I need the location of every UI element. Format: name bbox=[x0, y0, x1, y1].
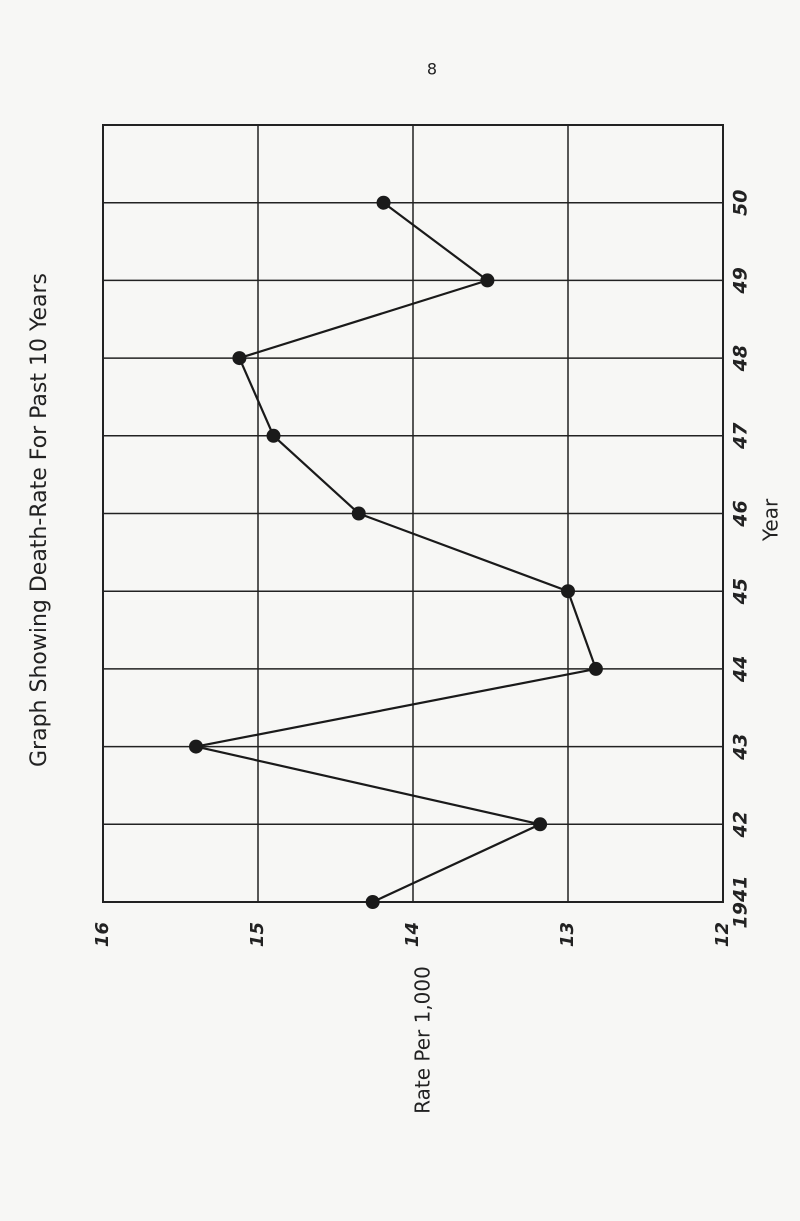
x-tick-label: 1941 bbox=[730, 876, 752, 929]
data-point bbox=[351, 506, 366, 521]
y-tick-label: 13 bbox=[557, 922, 578, 947]
data-point bbox=[376, 195, 391, 210]
data-point bbox=[365, 895, 380, 909]
x-tick-label: 43 bbox=[730, 733, 752, 760]
data-point bbox=[189, 739, 203, 754]
data-point bbox=[588, 661, 603, 676]
x-tick-label: 47 bbox=[730, 422, 752, 450]
y-tick-label: 12 bbox=[712, 922, 733, 947]
x-tick-label: 42 bbox=[730, 811, 752, 838]
y-tick-label: 15 bbox=[247, 922, 268, 947]
data-point bbox=[480, 273, 495, 288]
data-point bbox=[266, 428, 281, 443]
x-axis-label: Year bbox=[759, 498, 783, 542]
x-tick-label: 44 bbox=[730, 656, 752, 683]
x-tick-label: 49 bbox=[730, 267, 752, 294]
page-number: 8 bbox=[427, 60, 437, 79]
y-axis-label: Rate Per 1,000 bbox=[411, 966, 435, 1114]
x-tick-label: 46 bbox=[730, 500, 752, 527]
data-point bbox=[561, 584, 575, 599]
y-tick-label: 16 bbox=[92, 922, 113, 947]
x-tick-label: 48 bbox=[730, 345, 752, 372]
data-point bbox=[232, 351, 247, 366]
chart-title: Graph Showing Death-Rate For Past 10 Yea… bbox=[27, 273, 52, 767]
data-line bbox=[195, 201, 598, 903]
x-tick-label: 45 bbox=[730, 578, 752, 605]
data-point bbox=[533, 817, 548, 832]
y-tick-label: 14 bbox=[402, 922, 423, 947]
x-tick-label: 50 bbox=[730, 189, 752, 215]
